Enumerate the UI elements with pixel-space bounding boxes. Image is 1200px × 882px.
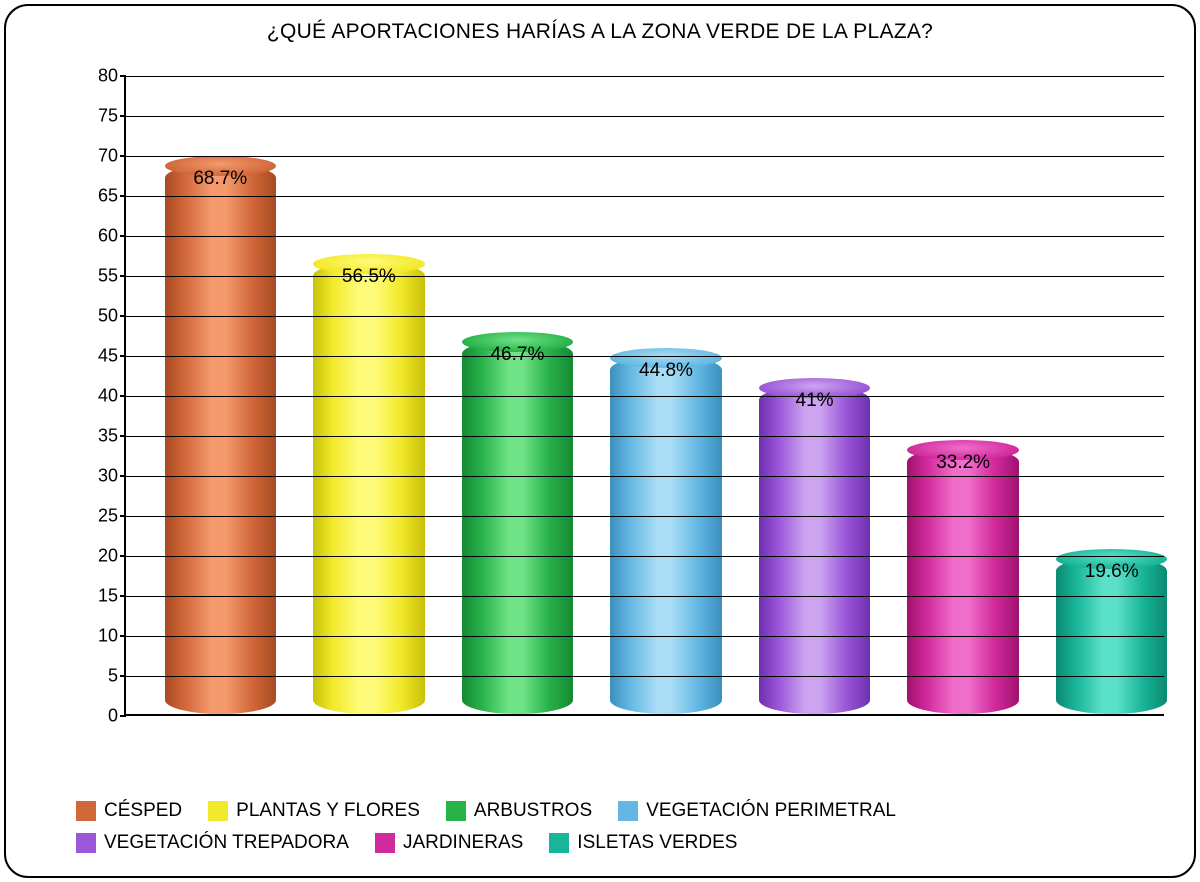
chart-plot: 68.7%56.5%46.7%44.8%41%33.2%19.6% 051015… [76, 66, 1176, 746]
gridline [126, 316, 1164, 317]
legend-item: JARDINERAS [375, 832, 523, 854]
ytick-label: 30 [98, 466, 126, 487]
bars-container: 68.7%56.5%46.7%44.8%41%33.2%19.6% [126, 76, 1164, 714]
ytick-label: 40 [98, 386, 126, 407]
bar-cylinder [165, 164, 276, 714]
legend-swatch [549, 833, 569, 853]
legend-label: ARBUSTROS [474, 800, 592, 822]
legend-label: JARDINERAS [403, 832, 523, 854]
bar-cylinder [610, 356, 721, 714]
bar: 68.7% [165, 164, 276, 714]
gridline [126, 516, 1164, 517]
legend-label: VEGETACIÓN PERIMETRAL [646, 800, 896, 822]
ytick-label: 75 [98, 106, 126, 127]
bar-value-label: 68.7% [165, 168, 276, 190]
legend-item: ARBUSTROS [446, 800, 592, 822]
bar: 33.2% [907, 448, 1018, 714]
ytick-label: 60 [98, 226, 126, 247]
legend-swatch [375, 833, 395, 853]
legend-item: VEGETACIÓN TREPADORA [76, 832, 349, 854]
plot-area: 68.7%56.5%46.7%44.8%41%33.2%19.6% 051015… [124, 76, 1164, 716]
ytick-label: 45 [98, 346, 126, 367]
bar-value-label: 41% [759, 390, 870, 412]
gridline [126, 156, 1164, 157]
bar-value-label: 56.5% [313, 266, 424, 288]
gridline [126, 676, 1164, 677]
gridline [126, 196, 1164, 197]
chart-title: ¿QUÉ APORTACIONES HARÍAS A LA ZONA VERDE… [6, 6, 1194, 44]
gridline [126, 396, 1164, 397]
legend-item: VEGETACIÓN PERIMETRAL [618, 800, 896, 822]
ytick-label: 80 [98, 66, 126, 87]
legend-swatch [446, 801, 466, 821]
bar-cylinder [313, 262, 424, 714]
bar-value-label: 44.8% [610, 360, 721, 382]
gridline [126, 76, 1164, 77]
ytick-label: 35 [98, 426, 126, 447]
bar-value-label: 33.2% [907, 452, 1018, 474]
legend-item: ISLETAS VERDES [549, 832, 737, 854]
ytick-label: 50 [98, 306, 126, 327]
chart-frame: ¿QUÉ APORTACIONES HARÍAS A LA ZONA VERDE… [4, 4, 1196, 878]
ytick-label: 25 [98, 506, 126, 527]
gridline [126, 276, 1164, 277]
gridline [126, 436, 1164, 437]
bar: 56.5% [313, 262, 424, 714]
ytick-label: 5 [108, 666, 126, 687]
legend-swatch [76, 801, 96, 821]
legend-swatch [76, 833, 96, 853]
gridline [126, 236, 1164, 237]
chart-legend: CÉSPED PLANTAS Y FLORES ARBUSTROS VEGETACIÓ… [76, 800, 1154, 854]
legend-swatch [618, 801, 638, 821]
gridline [126, 476, 1164, 477]
legend-label: VEGETACIÓN TREPADORA [104, 832, 349, 854]
ytick-label: 10 [98, 626, 126, 647]
gridline [126, 636, 1164, 637]
gridline [126, 596, 1164, 597]
bar-value-label: 19.6% [1056, 561, 1167, 583]
gridline [126, 356, 1164, 357]
ytick-label: 65 [98, 186, 126, 207]
ytick-label: 15 [98, 586, 126, 607]
legend-item: CÉSPED [76, 800, 182, 822]
legend-label: CÉSPED [104, 800, 182, 822]
ytick-label: 70 [98, 146, 126, 167]
legend-label: ISLETAS VERDES [577, 832, 737, 854]
legend-swatch [208, 801, 228, 821]
ytick-label: 20 [98, 546, 126, 567]
bar-cylinder [907, 448, 1018, 714]
ytick-label: 55 [98, 266, 126, 287]
legend-label: PLANTAS Y FLORES [236, 800, 420, 822]
gridline [126, 116, 1164, 117]
bar: 44.8% [610, 356, 721, 714]
ytick-label: 0 [108, 706, 126, 727]
legend-item: PLANTAS Y FLORES [208, 800, 420, 822]
gridline [126, 556, 1164, 557]
